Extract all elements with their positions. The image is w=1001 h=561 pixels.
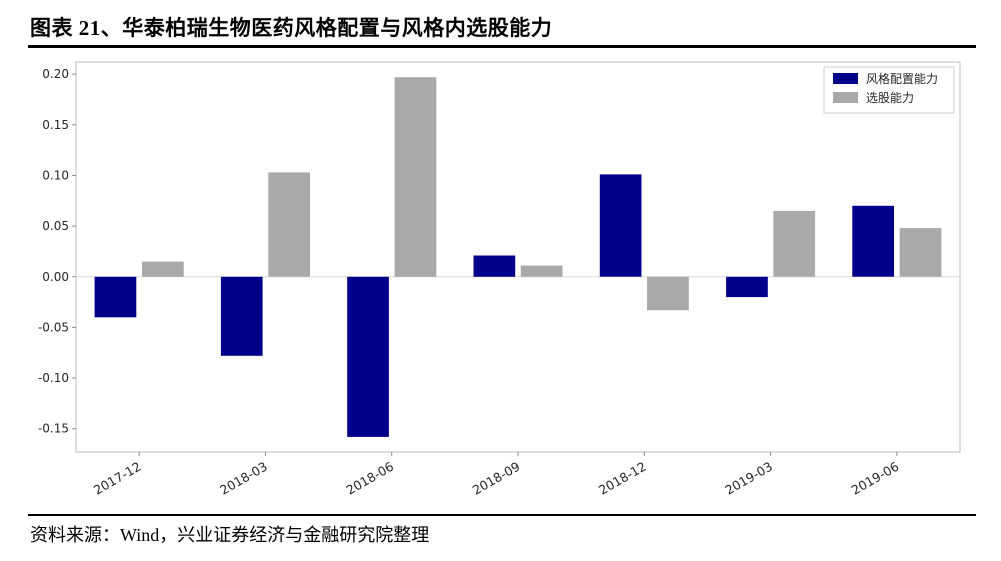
legend-swatch [833, 92, 858, 103]
bar-allocation [473, 255, 516, 277]
x-tick-label: 2018-09 [470, 459, 523, 498]
bar-allocation [852, 205, 894, 277]
x-tick-label: 2017-12 [91, 459, 144, 498]
bar-allocation [347, 276, 389, 437]
y-tick-label: 0.10 [42, 168, 69, 182]
bar-selection [647, 276, 689, 311]
title-underline [28, 45, 976, 48]
bar-selection [520, 265, 563, 277]
y-tick-label: -0.05 [38, 320, 69, 334]
footer-divider [28, 514, 976, 516]
y-tick-label: 0.20 [42, 67, 69, 81]
legend-label: 选股能力 [866, 91, 914, 105]
x-tick-label: 2018-06 [343, 459, 396, 498]
y-tick-label: -0.10 [38, 371, 69, 385]
figure-title: 图表 21、华泰柏瑞生物医药风格配置与风格内选股能力 [30, 16, 553, 40]
y-tick-label: 0.00 [42, 270, 69, 284]
plot-border [75, 61, 961, 453]
bar-selection [142, 261, 184, 277]
x-tick-label: 2018-03 [217, 459, 270, 498]
bar-allocation [94, 276, 137, 318]
x-tick-label: 2018-12 [596, 459, 649, 498]
bar-selection [773, 210, 816, 277]
y-tick-label: 0.05 [42, 219, 69, 233]
source-note: 资料来源：Wind，兴业证券经济与金融研究院整理 [30, 525, 430, 545]
bar-allocation [726, 276, 768, 298]
bar-selection [268, 172, 310, 277]
bar-allocation [220, 276, 263, 356]
bar-chart-svg: -0.15 -0.10 -0.05 0.00 0.05 0.10 0.15 0.20 2017-… [38, 61, 961, 498]
chart-area: -0.15 -0.10 -0.05 0.00 0.05 0.10 0.15 0.20 2017-… [30, 58, 970, 510]
legend-swatch [833, 73, 858, 84]
legend-label: 风格配置能力 [866, 71, 938, 86]
bar-selection [899, 228, 942, 277]
y-tick-label: 0.15 [42, 118, 69, 132]
bar-allocation [599, 174, 642, 277]
bar-selection [394, 77, 437, 277]
y-tick-label: -0.15 [38, 422, 69, 436]
x-tick-label: 2019-06 [849, 459, 902, 498]
x-tick-label: 2019-03 [722, 459, 775, 498]
